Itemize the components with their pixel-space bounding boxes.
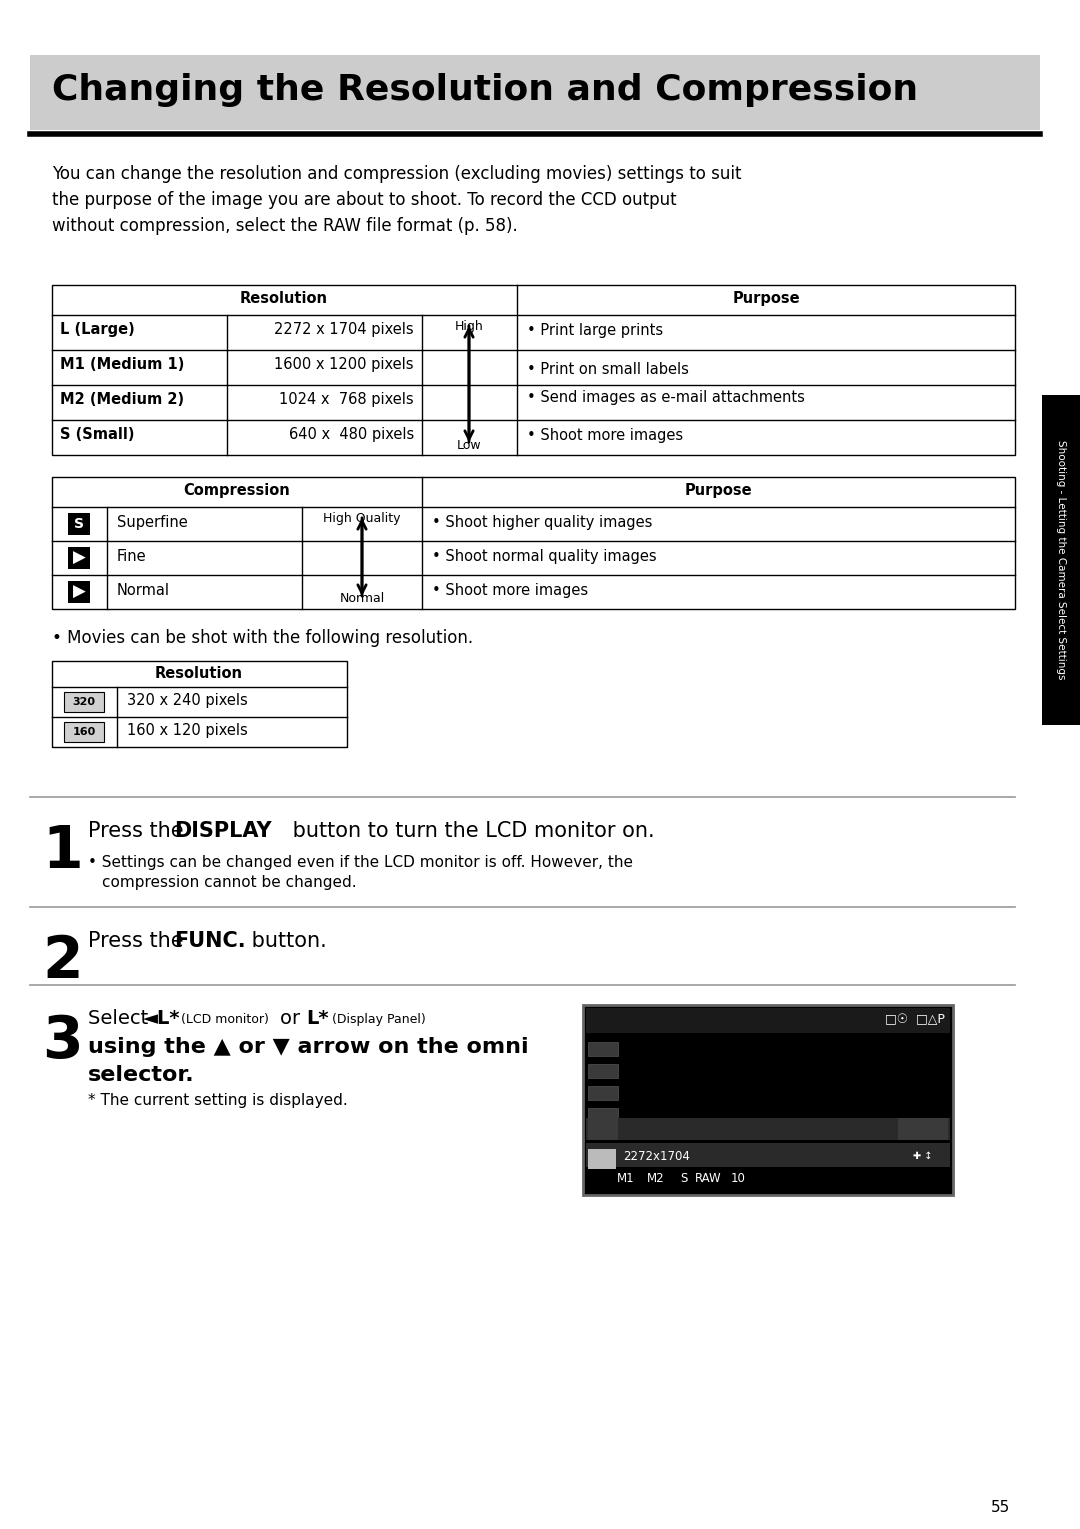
Text: 1024 x  768 pixels: 1024 x 768 pixels <box>280 391 414 407</box>
Text: Normal: Normal <box>117 583 170 598</box>
Text: Compression: Compression <box>184 483 291 498</box>
Text: RAW: RAW <box>694 1173 721 1185</box>
Text: • Shoot more images: • Shoot more images <box>527 428 684 443</box>
Text: without compression, select the RAW file format (p. 58).: without compression, select the RAW file… <box>52 217 517 235</box>
Text: compression cannot be changed.: compression cannot be changed. <box>102 875 356 890</box>
Text: • Shoot more images: • Shoot more images <box>432 583 589 598</box>
Text: • Print on small labels: • Print on small labels <box>527 362 689 378</box>
Text: High Quality: High Quality <box>323 512 401 524</box>
Text: • Settings can be changed even if the LCD monitor is off. However, the: • Settings can be changed even if the LC… <box>87 855 633 870</box>
Text: M1: M1 <box>617 1173 635 1185</box>
Text: L*: L* <box>306 1009 328 1027</box>
Bar <box>588 1041 618 1057</box>
Text: • Shoot normal quality images: • Shoot normal quality images <box>432 549 657 564</box>
Bar <box>1042 394 1080 725</box>
Bar <box>52 661 347 748</box>
Bar <box>897 1118 948 1141</box>
Text: the purpose of the image you are about to shoot. To record the CCD output: the purpose of the image you are about t… <box>52 191 677 209</box>
Text: 320: 320 <box>72 697 95 706</box>
Text: □☉  □△P: □☉ □△P <box>886 1014 945 1026</box>
Text: S: S <box>680 1173 688 1185</box>
Text: * The current setting is displayed.: * The current setting is displayed. <box>87 1093 348 1109</box>
Text: • Shoot higher quality images: • Shoot higher quality images <box>432 515 652 531</box>
Bar <box>68 514 90 535</box>
Bar <box>52 284 1015 456</box>
Text: M1 (Medium 1): M1 (Medium 1) <box>60 356 185 372</box>
Text: 2272 x 1704 pixels: 2272 x 1704 pixels <box>274 323 414 336</box>
Text: Purpose: Purpose <box>732 291 800 306</box>
Text: ▶: ▶ <box>72 583 85 601</box>
Text: 640 x  480 pixels: 640 x 480 pixels <box>288 427 414 442</box>
Text: 3: 3 <box>42 1014 83 1070</box>
Text: L (Large): L (Large) <box>60 323 135 336</box>
Bar <box>588 1064 618 1078</box>
Text: Resolution: Resolution <box>156 667 243 680</box>
Bar <box>52 477 1015 609</box>
Text: Select: Select <box>87 1009 154 1027</box>
Text: You can change the resolution and compression (excluding movies) settings to sui: You can change the resolution and compre… <box>52 165 742 183</box>
Text: Purpose: Purpose <box>685 483 752 498</box>
Bar <box>64 693 104 713</box>
Text: 2: 2 <box>42 933 83 989</box>
Bar <box>30 55 1040 130</box>
Text: 2272x1704: 2272x1704 <box>623 1150 690 1162</box>
Text: L: L <box>597 1173 607 1187</box>
Text: Press the: Press the <box>87 821 190 841</box>
Text: High: High <box>455 320 484 333</box>
Text: (LCD monitor): (LCD monitor) <box>177 1014 273 1026</box>
Text: • Send images as e-mail attachments: • Send images as e-mail attachments <box>527 390 805 405</box>
Text: Shooting - Letting the Camera Select Settings: Shooting - Letting the Camera Select Set… <box>1056 440 1066 680</box>
Bar <box>68 581 90 602</box>
Text: S (Small): S (Small) <box>60 427 135 442</box>
Text: M2 (Medium 2): M2 (Medium 2) <box>60 391 184 407</box>
Text: DISPLAY: DISPLAY <box>174 821 272 841</box>
Bar <box>68 547 90 569</box>
Text: ◄L*: ◄L* <box>143 1009 180 1027</box>
Text: FUNC.: FUNC. <box>174 931 245 951</box>
Text: button.: button. <box>245 931 327 951</box>
Text: Low: Low <box>457 439 482 453</box>
Text: button to turn the LCD monitor on.: button to turn the LCD monitor on. <box>286 821 654 841</box>
Text: S: S <box>75 517 84 531</box>
Text: 55: 55 <box>990 1500 1010 1515</box>
Text: or: or <box>280 1009 307 1027</box>
Text: using the ▲ or ▼ arrow on the omni: using the ▲ or ▼ arrow on the omni <box>87 1037 528 1057</box>
Text: 1: 1 <box>42 823 83 881</box>
Text: Resolution: Resolution <box>240 291 328 306</box>
Text: ▶: ▶ <box>72 549 85 567</box>
Text: Changing the Resolution and Compression: Changing the Resolution and Compression <box>52 73 918 107</box>
Bar <box>586 1118 950 1141</box>
Text: 320 x 240 pixels: 320 x 240 pixels <box>127 693 247 708</box>
Text: (Display Panel): (Display Panel) <box>328 1014 426 1026</box>
Text: 10: 10 <box>730 1173 745 1185</box>
Bar <box>588 1148 616 1170</box>
Text: 160 x 120 pixels: 160 x 120 pixels <box>127 723 247 739</box>
Text: 160: 160 <box>72 726 96 737</box>
Text: 1600 x 1200 pixels: 1600 x 1200 pixels <box>274 356 414 372</box>
Bar <box>588 1086 618 1099</box>
Bar <box>64 722 104 742</box>
Text: • Movies can be shot with the following resolution.: • Movies can be shot with the following … <box>52 628 473 647</box>
Text: • Print large prints: • Print large prints <box>527 323 663 338</box>
Text: Normal: Normal <box>339 592 384 605</box>
Bar <box>588 1109 618 1122</box>
Bar <box>586 1144 950 1167</box>
Bar <box>588 1118 618 1141</box>
Bar <box>583 1005 953 1196</box>
Text: selector.: selector. <box>87 1066 194 1086</box>
Text: Fine: Fine <box>117 549 147 564</box>
Text: Superfine: Superfine <box>117 515 188 531</box>
Text: ✚ ↕: ✚ ↕ <box>914 1151 933 1161</box>
Text: M2: M2 <box>647 1173 665 1185</box>
Text: Press the: Press the <box>87 931 190 951</box>
Bar <box>586 1008 950 1034</box>
